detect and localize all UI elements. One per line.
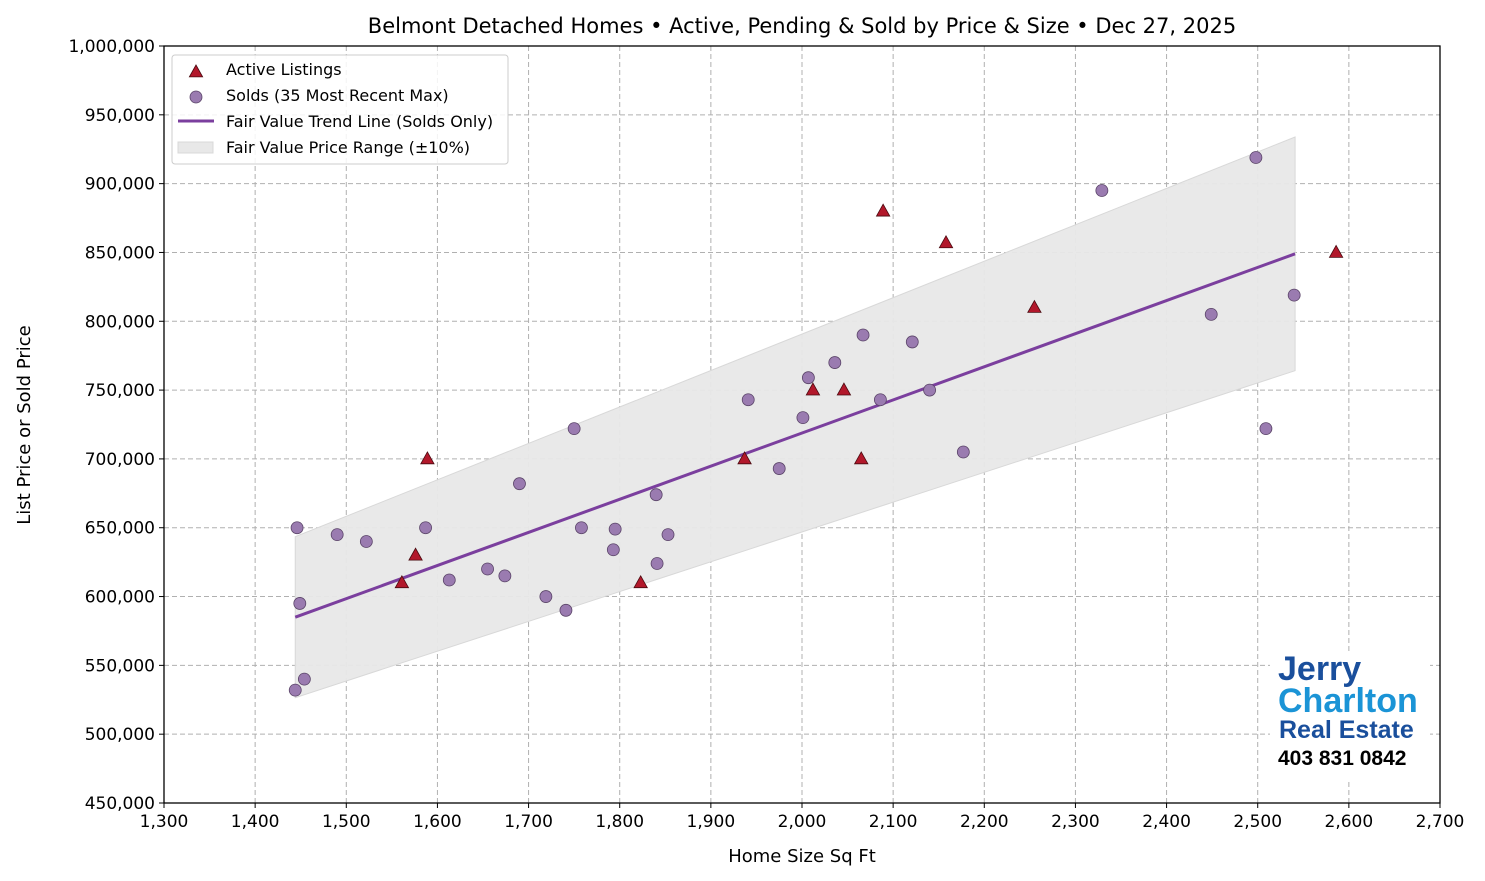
active-listing-point	[1027, 299, 1042, 313]
y-tick-label: 600,000	[85, 588, 155, 608]
sold-point	[290, 521, 304, 535]
x-tick-label: 2,200	[960, 812, 1009, 832]
y-tick-label: 800,000	[85, 312, 155, 332]
y-tick-label: 950,000	[85, 106, 155, 126]
y-tick-label: 500,000	[85, 725, 155, 745]
x-tick-label: 2,100	[869, 812, 918, 832]
active-listing-point	[853, 451, 869, 465]
sold-point	[359, 535, 373, 548]
y-tick-label: 650,000	[85, 519, 155, 539]
sold-point	[772, 462, 786, 475]
sold-point	[442, 573, 456, 587]
legend-label: Fair Value Price Range (±10%)	[226, 138, 470, 157]
x-tick-label: 2,600	[1325, 812, 1374, 832]
y-tick-label: 450,000	[85, 794, 155, 814]
sold-point	[481, 562, 494, 576]
active-listing-point	[737, 451, 752, 465]
sold-point	[1204, 307, 1218, 321]
sold-point	[330, 528, 344, 542]
legend-circle-icon	[189, 90, 203, 104]
x-tick-label: 2,500	[1233, 812, 1282, 832]
x-tick-label: 2,400	[1142, 812, 1191, 832]
trend-line	[294, 252, 1296, 619]
plot-frame	[163, 45, 1441, 804]
x-axis-label: Home Size Sq Ft	[728, 846, 876, 867]
y-tick-label: 850,000	[85, 243, 155, 263]
sold-point	[650, 557, 664, 570]
sold-point	[741, 393, 755, 407]
legend-box	[171, 54, 509, 165]
logo-line2: Charlton	[1278, 682, 1418, 720]
x-tick-label: 1,700	[504, 812, 553, 832]
logo-line1: Jerry	[1278, 650, 1362, 688]
x-tick-label: 1,600	[413, 812, 462, 832]
fair-value-band	[294, 136, 1296, 699]
x-tick-label: 1,300	[140, 812, 189, 832]
x-tick-label: 2,700	[1416, 812, 1465, 832]
legend-label: Fair Value Trend Line (Solds Only)	[226, 112, 493, 131]
sold-point	[1095, 184, 1109, 197]
sold-point	[575, 521, 588, 535]
sold-point	[1249, 151, 1263, 164]
active-listing-point	[836, 382, 852, 396]
sold-point	[419, 521, 432, 535]
legend-band-icon	[177, 141, 214, 154]
active-listing-point	[394, 574, 410, 589]
logo-phone: 403 831 0842	[1278, 747, 1407, 770]
x-tick-label: 1,800	[595, 812, 644, 832]
active-listing-point	[805, 382, 821, 396]
sold-point	[513, 477, 526, 491]
active-listing-point	[1328, 244, 1344, 258]
y-tick-label: 1,000,000	[68, 37, 155, 57]
sold-point	[498, 569, 512, 583]
sold-point	[1259, 422, 1273, 436]
sold-point	[905, 335, 919, 349]
x-tick-label: 1,400	[231, 812, 280, 832]
sold-point	[801, 371, 815, 385]
chart-title: Belmont Detached Homes • Active, Pending…	[368, 14, 1236, 38]
sold-point	[608, 522, 622, 536]
sold-point	[567, 422, 581, 436]
active-listing-point	[420, 451, 435, 465]
sold-point	[1287, 288, 1301, 302]
sold-point	[956, 445, 970, 459]
y-tick-label: 700,000	[85, 450, 155, 470]
y-axis-label: List Price or Sold Price	[14, 325, 35, 524]
legend-triangle-icon	[188, 64, 204, 78]
active-listing-point	[408, 547, 423, 561]
legend-label: Active Listings	[226, 60, 342, 79]
active-listing-point	[633, 574, 649, 589]
y-tick-label: 750,000	[85, 381, 155, 401]
x-tick-label: 1,900	[687, 812, 736, 832]
y-tick-label: 550,000	[85, 656, 155, 676]
sold-point	[293, 597, 307, 610]
legend-label: Solds (35 Most Recent Max)	[226, 86, 449, 105]
active-listing-point	[938, 235, 954, 249]
sold-point	[873, 393, 887, 407]
sold-point	[828, 356, 842, 369]
sold-point	[606, 543, 620, 557]
y-tick-label: 900,000	[85, 175, 155, 195]
sold-point	[661, 528, 675, 542]
sold-point	[649, 488, 663, 502]
active-listing-point	[875, 203, 891, 217]
sold-point	[856, 328, 870, 342]
sold-point	[923, 383, 936, 397]
sold-point	[539, 590, 553, 603]
x-tick-label: 2,000	[778, 812, 827, 832]
sold-point	[796, 411, 810, 425]
x-tick-label: 2,300	[1051, 812, 1100, 832]
sold-point	[297, 672, 311, 686]
sold-point	[288, 683, 302, 697]
jerry-charlton-logo: Jerry Charlton Real Estate 403 831 0842	[1270, 652, 1430, 782]
sold-point	[559, 603, 573, 617]
x-tick-label: 1,500	[322, 812, 371, 832]
logo-line3: Real Estate	[1279, 716, 1414, 744]
